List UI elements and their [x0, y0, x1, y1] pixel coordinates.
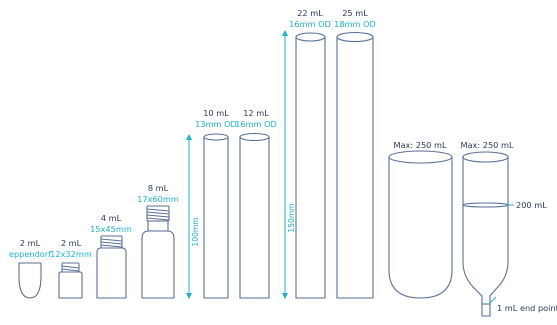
dimension-label-100mm: 100mm — [191, 217, 200, 246]
vial-15x45 — [96, 235, 127, 299]
tube-22ml — [295, 32, 326, 299]
vessel-3-name: 4 mL — [101, 213, 122, 223]
end-point-leader — [489, 296, 497, 304]
vial-12x32 — [58, 262, 83, 299]
end-point-label: 1 mL end point — [497, 303, 557, 313]
vessel-4-spec: 17x60mm — [137, 194, 179, 204]
vessel-1-spec: eppendorf — [9, 249, 52, 259]
tube-10ml — [203, 133, 229, 299]
dimension-label-150mm: 150mm — [287, 203, 296, 232]
vessel-6-name: 12 mL — [243, 108, 269, 118]
vessel-5-spec: 13mm OD — [195, 119, 237, 129]
vessel-7-spec: 16mm OD — [289, 19, 331, 29]
vessel-2-spec: 12x32mm — [50, 249, 92, 259]
vessel-1-name: 2 mL — [20, 238, 41, 248]
vessel-8-name: 25 mL — [342, 8, 368, 18]
tube-25ml — [336, 31, 374, 299]
vessel-2-name: 2 mL — [61, 238, 82, 248]
vessel-7-name: 22 mL — [297, 8, 323, 18]
vial-17x60 — [141, 205, 175, 299]
vessel-4-name: 8 mL — [148, 183, 169, 193]
vessel-8-spec: 18mm OD — [334, 19, 376, 29]
tube-12ml — [239, 132, 270, 299]
fill-level-label: 200 mL — [516, 200, 547, 210]
vessel-5-name: 10 mL — [203, 108, 229, 118]
vessel-6-spec: 16mm OD — [235, 119, 277, 129]
vessel-250ml-round — [388, 150, 453, 299]
vessel-10-name: Max: 250 mL — [460, 140, 513, 150]
vessel-9-name: Max: 250 mL — [393, 140, 446, 150]
eppendorf-tube — [18, 262, 42, 299]
vessel-3-spec: 15x45mm — [90, 224, 132, 234]
vessel-250ml-funnel — [462, 151, 509, 317]
